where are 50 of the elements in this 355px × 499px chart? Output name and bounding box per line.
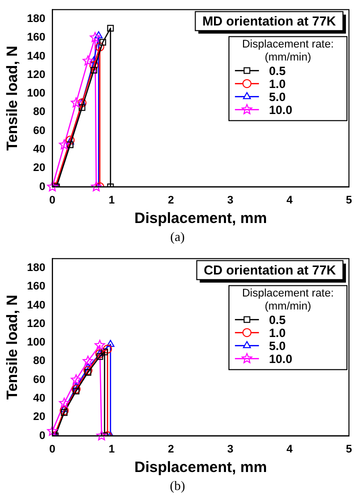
y-tick-label: 80 — [33, 106, 46, 118]
y-tick-label: 100 — [26, 336, 46, 349]
x-tick-label: 3 — [227, 194, 234, 206]
y-tick-label: 60 — [33, 124, 46, 137]
y-tick-label: 80 — [33, 355, 46, 368]
legend-label: 5.0 — [268, 338, 286, 353]
y-tick-label: 100 — [26, 88, 46, 100]
legend-label: 0.5 — [268, 64, 286, 78]
y-tick-label: 120 — [26, 318, 46, 330]
x-tick-label: 4 — [286, 443, 294, 456]
y-tick-label: 160 — [26, 280, 46, 293]
legend-label: 1.0 — [268, 326, 286, 340]
legend-label: 10.0 — [268, 352, 293, 366]
text: (a) — [169, 229, 186, 245]
x-tick-label: 2 — [168, 194, 174, 206]
legend-label: 0.5 — [268, 312, 286, 327]
x-tick-label: 0 — [49, 443, 56, 456]
x-axis-title: Displacement, mm — [134, 459, 267, 476]
chart-title: MD orientation at 77K — [202, 14, 337, 29]
y-tick-label: 20 — [33, 162, 46, 174]
x-tick-label: 3 — [227, 443, 234, 456]
x-tick-label: 2 — [168, 443, 174, 456]
legend-title: Displacement rate: (mm/min) — [242, 288, 334, 313]
y-tick-label: 40 — [33, 392, 46, 405]
y-tick-label: 140 — [26, 50, 46, 62]
x-tick-label: 0 — [49, 194, 56, 206]
x-tick-label: 4 — [286, 194, 294, 206]
y-tick-label: 180 — [26, 262, 46, 274]
y-tick-label: 20 — [33, 411, 46, 424]
y-tick-label: 160 — [26, 32, 46, 44]
legend-label: 1.0 — [268, 76, 286, 91]
x-tick-label: 5 — [346, 194, 352, 206]
legend-title: Displacement rate: (mm/min) — [242, 38, 334, 64]
y-tick-label: 120 — [26, 68, 46, 81]
x-tick-label: 1 — [108, 194, 115, 206]
legend-label: 10.0 — [268, 102, 293, 117]
y-tick-label: 180 — [26, 12, 46, 25]
y-tick-label: 140 — [26, 299, 46, 312]
text: (b) — [168, 478, 186, 494]
y-axis-title: Tensile load, N — [4, 294, 22, 400]
y-axis-title: Tensile load, N — [4, 46, 22, 151]
x-axis-title: Displacement, mm — [134, 210, 267, 228]
x-tick-label: 1 — [108, 443, 115, 456]
chart-title: CD orientation at 77K — [204, 262, 337, 278]
y-tick-label: 0 — [39, 180, 46, 193]
legend-label: 5.0 — [268, 90, 286, 104]
y-tick-label: 40 — [33, 144, 46, 156]
y-tick-label: 0 — [39, 430, 46, 442]
y-tick-label: 60 — [33, 374, 46, 386]
x-tick-label: 5 — [346, 443, 352, 456]
